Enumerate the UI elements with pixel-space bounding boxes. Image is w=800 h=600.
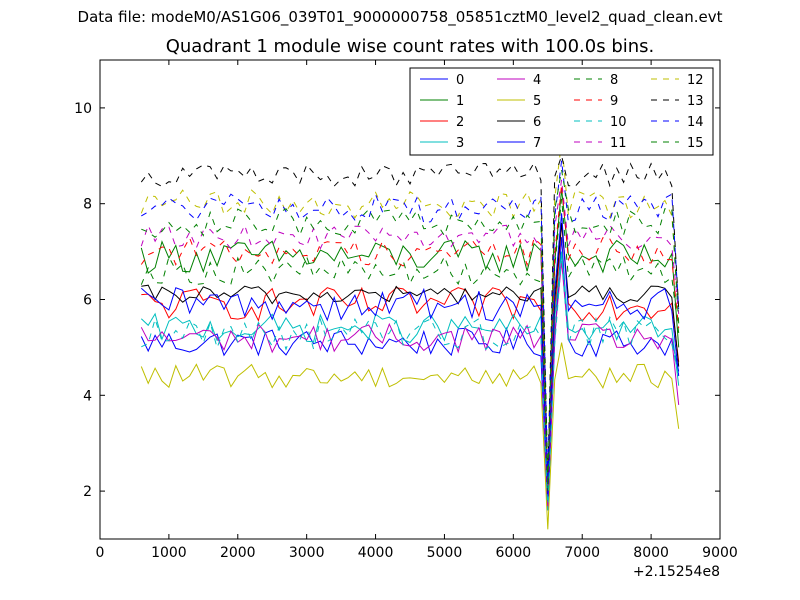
x-tick-label: 0 [96,545,105,561]
x-tick-label: 4000 [358,545,394,561]
legend-label-13: 13 [687,94,704,109]
data-file-title: Data file: modeM0/AS1G06_039T01_90000007… [77,8,723,26]
series-line-9 [140,184,680,487]
chart-title: Quadrant 1 module wise count rates with … [165,36,655,57]
x-tick-label: 2000 [220,545,256,561]
series-line-5 [140,342,680,530]
y-tick-label: 4 [83,388,92,404]
series-line-15 [141,170,680,487]
y-tick-label: 8 [83,197,92,213]
legend-label-15: 15 [687,136,704,151]
legend-label-10: 10 [610,115,627,130]
legend-label-12: 12 [687,73,704,88]
x-tick-label: 3000 [289,545,325,561]
legend-label-4: 4 [533,73,541,88]
series-line-10 [141,256,680,511]
x-tick-label: 7000 [564,545,600,561]
x-tick-label: 6000 [496,545,532,561]
legend-label-7: 7 [533,136,541,151]
series-line-1 [140,189,680,492]
series-line-6 [141,222,680,496]
x-tick-label: 8000 [633,545,669,561]
legend-label-3: 3 [456,136,464,151]
x-tick-label: 1000 [151,545,187,561]
x-offset-label: +2.15254e8 [633,564,720,580]
series-line-13 [140,153,680,477]
series-line-7 [140,213,680,501]
series-line-12 [140,141,680,482]
y-tick-label: 6 [83,293,92,309]
x-tick-label: 9000 [702,545,738,561]
legend-box [409,67,714,156]
series-line-14 [141,160,680,482]
legend-label-5: 5 [533,94,541,109]
legend-label-0: 0 [456,73,464,88]
legend-label-11: 11 [610,136,627,151]
series-line-0 [140,237,680,511]
series-line-8 [140,198,680,492]
y-tick-label: 10 [74,101,92,117]
series-line-4 [140,261,680,511]
legend-label-9: 9 [610,94,618,109]
y-tick-label: 2 [83,484,92,500]
series-line-2 [141,222,680,501]
legend-label-8: 8 [610,73,618,88]
legend-label-2: 2 [456,115,464,130]
series-line-11 [140,179,680,487]
legend-label-1: 1 [456,94,464,109]
legend-label-6: 6 [533,115,541,130]
x-tick-label: 5000 [427,545,463,561]
legend-label-14: 14 [687,115,704,130]
